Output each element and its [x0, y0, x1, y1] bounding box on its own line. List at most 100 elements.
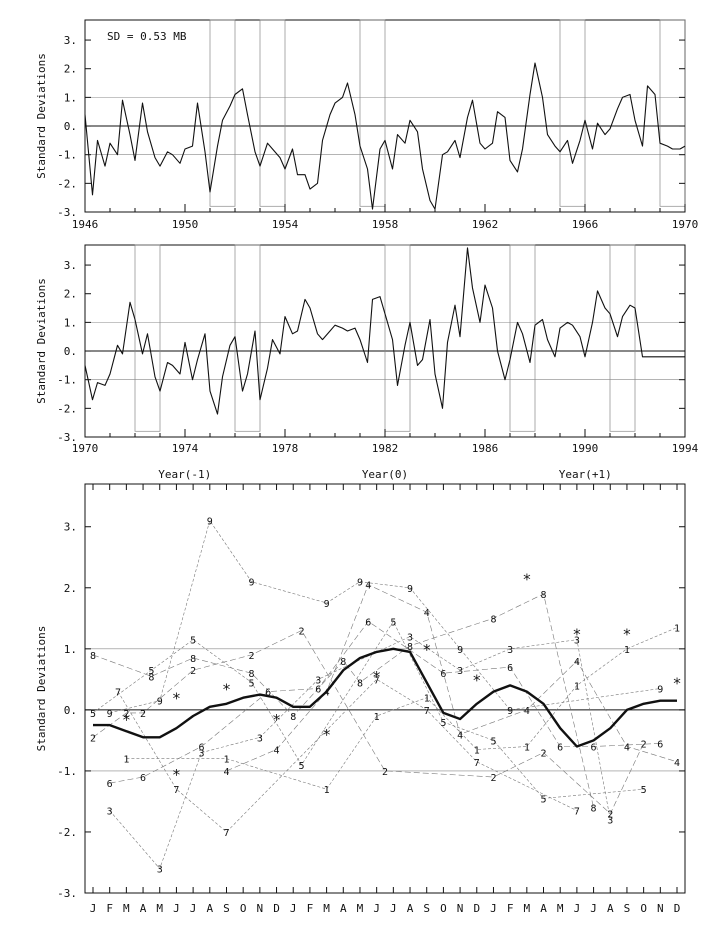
month-label: F — [307, 902, 314, 915]
month-label: S — [423, 902, 430, 915]
event-number-label: 6 — [315, 685, 321, 696]
event-number-label: 9 — [507, 706, 513, 717]
event-number-label: 9 — [207, 517, 213, 528]
month-label: A — [206, 902, 213, 915]
event-number-label: 1 — [474, 746, 480, 757]
event-number-label: 8 — [148, 672, 154, 683]
event-number-label: 2 — [248, 651, 254, 662]
event-number-label: 3 — [507, 645, 513, 656]
event-number-label: 3 — [198, 749, 204, 760]
month-label: S — [223, 902, 230, 915]
month-label: J — [490, 902, 497, 915]
event-number-label: 5 — [299, 761, 305, 772]
month-label: J — [574, 902, 581, 915]
x-tick-label: 1946 — [72, 218, 99, 231]
y-tick-label: -3. — [57, 887, 77, 900]
event-number-label: 8 — [90, 651, 96, 662]
event-window — [234, 244, 261, 432]
event-window — [659, 19, 686, 207]
event-number-label: 5 — [190, 636, 196, 647]
event-number-label: 1 — [374, 712, 380, 723]
y-tick-label: 1. — [64, 643, 77, 656]
event-number-label: 5 — [641, 785, 647, 796]
event-number-label: 2 — [140, 709, 146, 720]
event-number-label: 5 — [440, 718, 446, 729]
x-tick-label: 1958 — [372, 218, 399, 231]
event-number-label: 7 — [173, 785, 179, 796]
x-tick-label: 1974 — [172, 442, 199, 455]
y-tick-label: 1. — [64, 91, 77, 104]
month-label: F — [507, 902, 514, 915]
event-number-label: 6 — [140, 773, 146, 784]
event-number-label: 8 — [540, 590, 546, 601]
event-trace-7 — [117, 678, 578, 833]
panel-top: 3. 2. 1. 0. -1. -2. -3.1946 1950 1954 1958 1962 196… — [35, 19, 699, 231]
asterisk-marker: ∗ — [122, 708, 131, 726]
x-tick-label: 1982 — [372, 442, 399, 455]
event-number-label: 6 — [265, 688, 271, 699]
event-number-label: 2 — [382, 767, 388, 778]
x-tick-label: 1966 — [572, 218, 599, 231]
event-window — [384, 244, 411, 432]
month-label: J — [190, 902, 197, 915]
event-number-label: 2 — [490, 773, 496, 784]
year-label: Year(+1) — [559, 468, 612, 481]
x-tick-label: 1962 — [472, 218, 499, 231]
x-tick-label: 1950 — [172, 218, 199, 231]
event-number-label: 1 — [574, 681, 580, 692]
y-tick-label: -3. — [57, 206, 77, 219]
event-number-label: 6 — [591, 742, 597, 753]
y-tick-label: 0. — [64, 120, 77, 133]
asterisk-marker: ∗ — [222, 677, 231, 695]
event-number-label: 1 — [223, 755, 229, 766]
event-number-label: 7 — [574, 807, 580, 818]
event-window — [509, 244, 536, 432]
event-number-label: 3 — [315, 675, 321, 686]
event-number-label: 5 — [248, 678, 254, 689]
month-label: D — [273, 902, 280, 915]
y-tick-label: -2. — [57, 402, 77, 415]
event-number-label: 1 — [324, 785, 330, 796]
event-number-label: 8 — [407, 642, 413, 653]
event-number-label: 9 — [457, 645, 463, 656]
event-number-label: 9 — [407, 584, 413, 595]
event-number-label: 9 — [248, 578, 254, 589]
event-number-label: 6 — [507, 663, 513, 674]
x-tick-label: 1954 — [272, 218, 299, 231]
event-number-label: 7 — [223, 828, 229, 839]
event-number-label: 4 — [674, 758, 680, 769]
event-number-label: 5 — [490, 736, 496, 747]
month-label: N — [657, 902, 664, 915]
event-number-label: 2 — [190, 666, 196, 677]
y-tick-label: 3. — [64, 521, 77, 534]
asterisk-marker: ∗ — [672, 671, 681, 689]
month-label: J — [173, 902, 180, 915]
event-number-label: 9 — [657, 685, 663, 696]
month-label: M — [156, 902, 163, 915]
month-label: D — [473, 902, 480, 915]
event-number-label: 7 — [474, 758, 480, 769]
panel-bottom: 3.2.1.0.-1.-2.-3.J F M A M J J A S O N D J F M A M J J A S O N… — [35, 468, 686, 915]
event-number-label: 6 — [557, 742, 563, 753]
event-number-label: 1 — [674, 623, 680, 634]
month-label: D — [674, 902, 681, 915]
month-label: M — [557, 902, 564, 915]
event-number-label: 3 — [607, 816, 613, 827]
event-number-label: 7 — [424, 706, 430, 717]
event-number-label: 7 — [115, 688, 121, 699]
y-axis-label: Standard Deviations — [35, 278, 48, 404]
event-trace-3 — [109, 636, 611, 870]
panel-middle: 3. 2. 1. 0. -1. -2. -3.1970 1974 1978 1982 1986 199… — [35, 244, 699, 455]
year-label: Year(-1) — [158, 468, 211, 481]
month-label: J — [90, 902, 97, 915]
event-number-label: 4 — [365, 581, 371, 592]
x-tick-label: 1970 — [672, 218, 699, 231]
event-number-label: 5 — [390, 617, 396, 628]
event-trace-2 — [92, 630, 644, 815]
event-number-label: 6 — [440, 669, 446, 680]
event-number-label: 2 — [607, 810, 613, 821]
event-number-label: 2 — [123, 709, 129, 720]
asterisk-marker: ∗ — [372, 665, 381, 683]
event-number-label: 2 — [641, 739, 647, 750]
plot-frame — [84, 483, 686, 894]
